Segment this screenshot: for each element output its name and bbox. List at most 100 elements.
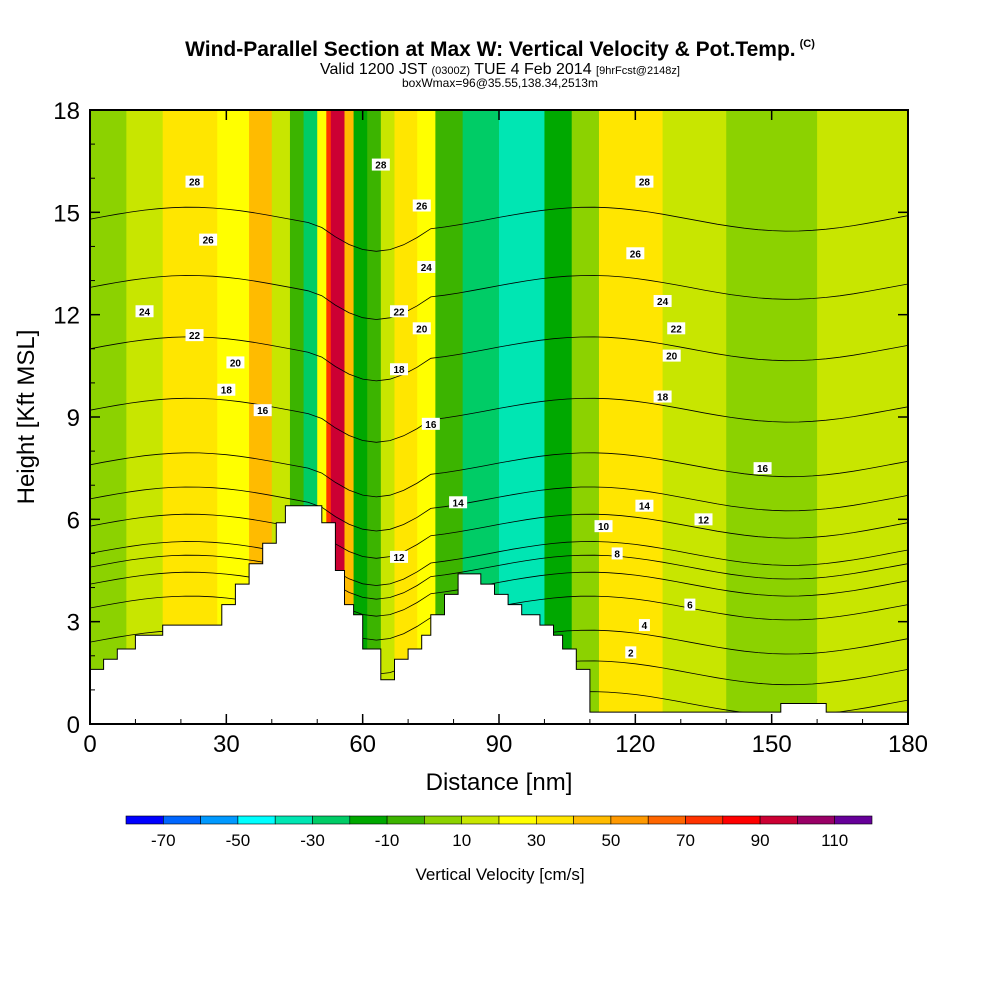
contour-label-bg [753,462,772,475]
y-tick-label: 15 [53,200,80,227]
velocity-band [126,110,164,724]
contour-label: 22 [671,324,683,335]
colorbar-swatch [200,815,239,825]
colorbar-tick-label: -10 [375,831,400,850]
contour-label: 12 [393,553,405,564]
x-axis-label: Distance [nm] [426,769,573,796]
colorbar-tick-label: 30 [527,831,546,850]
contour-label-bg [638,619,650,632]
y-tick-label: 9 [67,405,80,432]
contour-label: 18 [657,393,669,404]
x-tick-label: 180 [888,731,928,758]
x-tick-label: 90 [486,731,513,758]
theta-contour-line [90,541,908,586]
contour-label-bg [390,363,409,376]
contour-label-bg [199,233,218,246]
contour-label: 28 [639,178,651,189]
contour-label-bg [412,199,431,212]
contour-label: 10 [598,522,610,533]
contour-label-bg [412,322,431,335]
x-tick-label: 60 [349,731,376,758]
velocity-band [317,110,327,724]
contour-label: 20 [666,352,678,363]
contour-label: 24 [139,307,151,318]
colorbar-swatch [498,815,537,825]
contour-label-bg [626,247,645,260]
y-axis-label: Height [Kft MSL] [13,330,40,505]
theta-contour-line [90,571,908,617]
colorbar-swatch [312,815,351,825]
velocity-band [162,110,218,724]
velocity-band [662,110,727,724]
theta-contour-line [90,397,908,443]
contour-label-bg [653,295,672,308]
colorbar-tick-label: -50 [226,831,251,850]
title-text: Wind-Parallel Section at Max W: Vertical… [185,38,796,61]
colorbar-tick-label: 10 [452,831,471,850]
contour-label-bg [662,349,681,362]
contour-label-bg [390,305,409,318]
contour-label: 2 [628,648,634,659]
contour-label: 16 [425,420,437,431]
contour-label: 26 [416,202,428,213]
contour-label-bg [625,646,637,659]
velocity-band [394,110,418,724]
colorbar-swatch [125,815,164,825]
theta-contour-line [90,486,908,532]
box-wmax-info: boxWmax=96@35.55,138.34,2513m [402,76,598,90]
theta-contour-line [90,336,908,382]
contour-label: 14 [453,498,465,509]
contour-label: 20 [230,358,242,369]
velocity-band [326,110,332,724]
chart-title: Wind-Parallel Section at Max W: Vertical… [0,38,1000,62]
contour-label: 28 [375,161,387,172]
theta-contour-line [90,275,908,320]
y-tick-label: 6 [67,507,80,534]
colorbar-swatch [461,815,500,825]
colorbar-tick-label: -70 [151,831,176,850]
theta-contour-line [90,513,908,559]
x-tick-label: 150 [752,731,792,758]
terrain-mask [89,505,909,725]
valid-date: TUE 4 Feb 2014 [474,61,592,78]
y-tick-label: 12 [53,303,80,330]
colorbar-label: Vertical Velocity [cm/s] [415,865,584,884]
utc-time: (0300Z) [431,65,471,77]
contour-label: 26 [203,236,215,247]
colorbar-swatch [535,815,574,825]
velocity-band [353,110,368,724]
contour-label: 4 [642,621,648,632]
contour-label: 22 [393,307,405,318]
velocity-band [817,110,908,724]
velocity-band [344,110,355,724]
colorbar-swatch [424,815,462,825]
theta-contour-line [90,554,908,600]
contour-label-bg [653,390,672,403]
contour-label-bg [217,383,236,396]
contour-label: 28 [189,178,201,189]
x-tick-label: 0 [83,731,96,758]
colorbar-swatch [647,815,686,825]
contour-label-bg [684,598,696,611]
y-tick-label: 18 [53,98,80,125]
contour-label-bg [371,158,390,171]
colorbar: -70 -50 -30 -10 10 30 50 70 90 110 [125,815,873,850]
copyright-mark: (C) [799,38,815,50]
contour-label-bg [390,550,409,563]
colorbar-tick-label: 90 [751,831,770,850]
contour-label-bg [417,260,436,273]
contour-label-bg [635,175,654,188]
contour-label: 24 [657,297,669,308]
velocity-band [380,110,395,724]
contour-label: 20 [416,324,428,335]
velocity-band [571,110,600,724]
contour-label: 18 [393,365,405,376]
valid-time: Valid 1200 JST [320,61,428,78]
contour-label: 6 [687,601,693,612]
contour-label-bg [635,499,654,512]
theta-contour-line [90,452,908,498]
contour-label-bg [226,356,245,369]
contour-label: 18 [221,386,233,397]
colorbar-swatch [722,815,761,825]
contour-label: 26 [630,249,642,260]
